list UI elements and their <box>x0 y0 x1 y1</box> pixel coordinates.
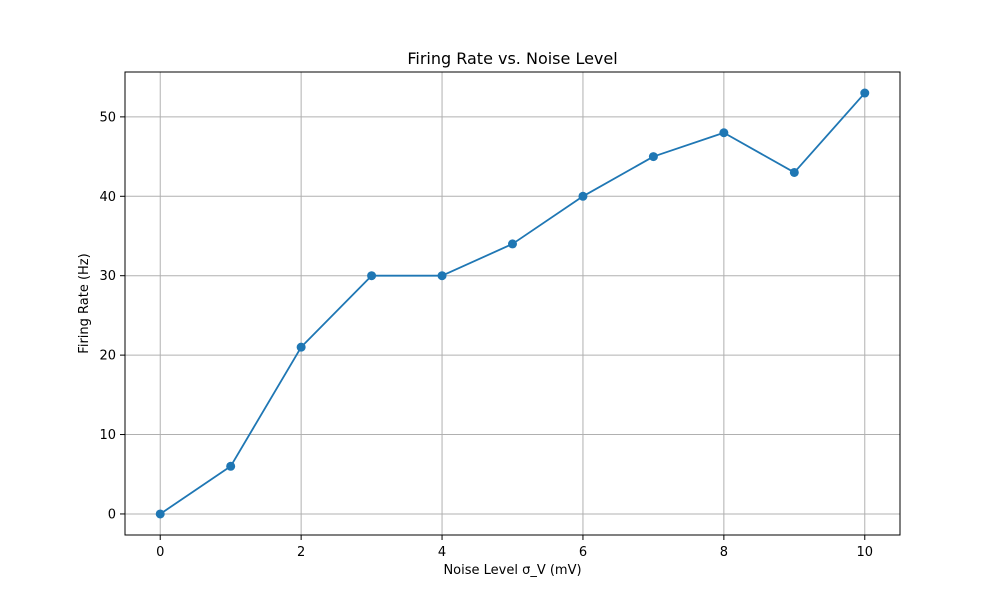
data-point <box>648 152 658 162</box>
y-tick-label: 10 <box>99 428 116 443</box>
data-point <box>296 342 306 352</box>
y-axis-label: Firing Rate (Hz) <box>77 253 92 353</box>
data-point <box>789 167 799 177</box>
ticks: 0 2 4 6 8 10 0 10 20 30 40 50 <box>99 110 873 560</box>
data-point <box>367 271 377 281</box>
series <box>155 88 870 519</box>
data-point <box>860 88 870 98</box>
data-point <box>155 509 165 519</box>
data-point <box>719 128 729 138</box>
grid <box>125 72 900 535</box>
data-point <box>508 239 517 249</box>
x-tick-label: 4 <box>438 545 446 560</box>
x-tick-label: 6 <box>579 545 587 560</box>
y-tick-label: 40 <box>99 190 116 205</box>
data-point <box>437 271 447 281</box>
chart-title: Firing Rate vs. Noise Level <box>407 49 617 68</box>
y-tick-label: 30 <box>99 269 116 284</box>
x-tick-label: 10 <box>856 545 873 560</box>
x-tick-label: 0 <box>156 545 164 560</box>
y-tick-label: 20 <box>99 349 116 364</box>
data-point <box>578 191 588 201</box>
y-tick-label: 0 <box>108 507 116 522</box>
data-point <box>226 461 236 471</box>
x-tick-label: 8 <box>720 545 728 560</box>
x-axis-label: Noise Level σ_V (mV) <box>443 563 581 578</box>
plot-frame <box>124 71 901 536</box>
y-tick-label: 50 <box>99 110 116 125</box>
x-tick-label: 2 <box>297 545 305 560</box>
